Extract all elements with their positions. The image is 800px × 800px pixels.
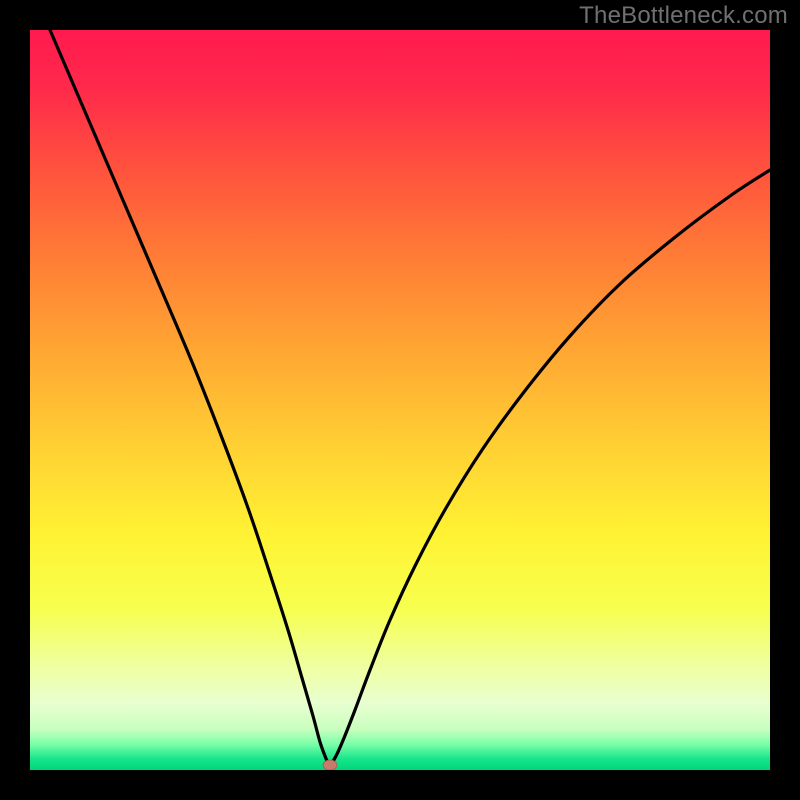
watermark-text: TheBottleneck.com [579,2,788,30]
bottleneck-chart [30,30,770,770]
chart-background [30,30,770,770]
chart-svg [30,30,770,770]
vertex-marker [323,760,337,770]
